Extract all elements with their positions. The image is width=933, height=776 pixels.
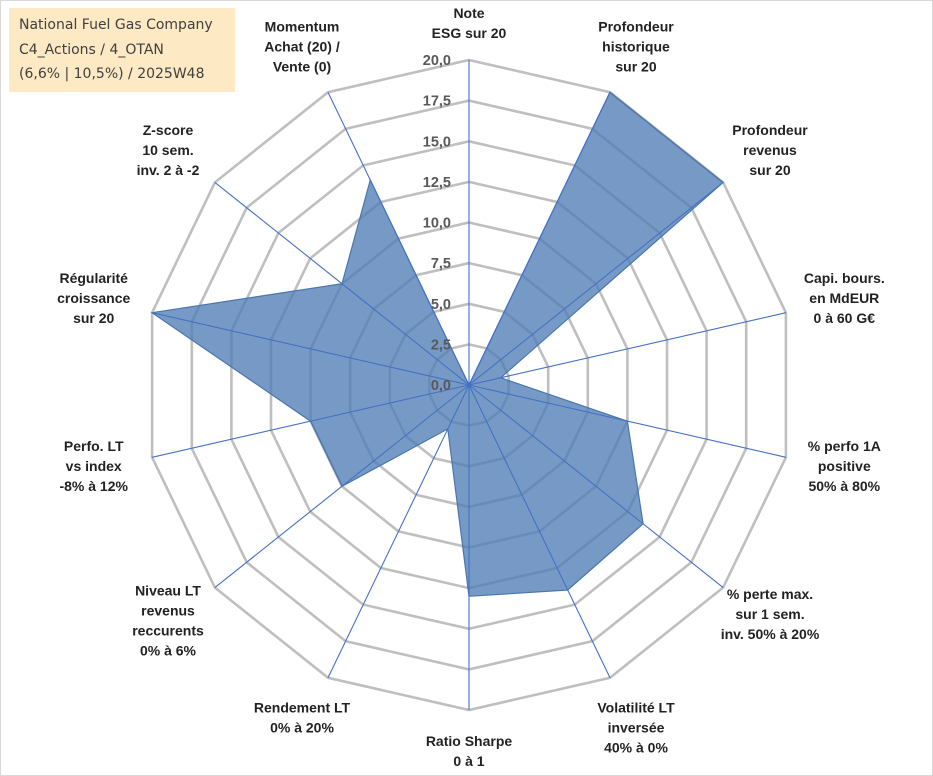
axis-label: Momentum Achat (20) / Vente (0) <box>264 19 340 75</box>
axis-spoke <box>468 91 611 386</box>
axis-label-line: ESG sur 20 <box>432 25 507 41</box>
axis-label-line: Note <box>453 5 484 21</box>
axis-label-line: Rendement LT <box>254 699 351 715</box>
axis-label-line: 0% à 6% <box>140 642 197 658</box>
radial-tick-label: 0,0 <box>431 378 451 394</box>
axis-spoke <box>151 312 470 386</box>
axis-label-line: Perfo. LT <box>64 438 124 454</box>
axis-label-line: croissance <box>57 290 130 306</box>
axis-spoke <box>214 384 470 589</box>
axis-label-line: -8% à 12% <box>59 478 128 494</box>
axis-label-line: revenus <box>743 142 797 158</box>
axis-label-line: reccurents <box>132 622 204 638</box>
radial-tick-label: 7,5 <box>431 256 451 272</box>
axis-label: Note ESG sur 20 <box>432 5 507 41</box>
axis-label-line: Régularité <box>59 270 128 286</box>
axis-spoke <box>468 312 787 386</box>
axis-label-line: sur 20 <box>749 162 790 178</box>
axis-label-line: sur 20 <box>615 59 656 75</box>
axis-label: Profondeur revenus sur 20 <box>732 122 808 178</box>
axis-spoke <box>214 181 470 386</box>
axis-label-line: sur 1 sem. <box>735 606 804 622</box>
axis-label-line: en MdEUR <box>809 290 879 306</box>
radial-tick-label: 10,0 <box>423 216 451 232</box>
portfolio-code: C4_Actions / 4_OTAN <box>19 41 164 58</box>
radial-tick-label: 12,5 <box>423 175 451 191</box>
axis-label: % perfo 1A positive 50% à 80% <box>808 438 881 494</box>
axis-label: Z-score 10 sem. inv. 2 à -2 <box>137 122 200 178</box>
axis-label-line: 50% à 80% <box>808 478 880 494</box>
axis-label-line: revenus <box>141 602 195 618</box>
axis-label-line: 0 à 1 <box>453 753 484 769</box>
axis-label-line: inv. 2 à -2 <box>137 162 200 178</box>
axis-label-line: inversée <box>608 719 665 735</box>
radial-tick-label: 15,0 <box>423 134 451 150</box>
axis-label: Niveau LT revenus reccurents 0% à 6% <box>132 582 204 658</box>
axis-spoke <box>151 384 470 458</box>
axis-label-line: Momentum <box>265 19 340 35</box>
axis-label-line: Volatilité LT <box>597 699 675 715</box>
axis-label-line: Ratio Sharpe <box>426 733 513 749</box>
axis-spoke <box>327 91 470 386</box>
axis-spoke <box>468 181 724 386</box>
axis-label-line: positive <box>818 458 871 474</box>
score-period: (6,6% | 10,5%) / 2025W48 <box>19 66 205 82</box>
axis-label-line: 0 à 60 G€ <box>814 310 876 326</box>
axis-label: Volatilité LT inversée 40% à 0% <box>597 699 675 755</box>
axis-label-line: Vente (0) <box>273 59 331 75</box>
radial-tick-label: 2,5 <box>431 337 451 353</box>
axis-label-line: historique <box>602 39 670 55</box>
axis-label: Profondeur historique sur 20 <box>598 19 674 75</box>
chart-info-box: National Fuel Gas Company C4_Actions / 4… <box>9 8 235 92</box>
axis-label: Régularité croissance sur 20 <box>57 270 130 326</box>
axis-label-line: Capi. bours. <box>804 270 885 286</box>
axis-label-line: inv. 50% à 20% <box>721 626 820 642</box>
axis-spoke <box>468 384 724 589</box>
axis-label-line: Z-score <box>143 122 194 138</box>
axis-spoke <box>327 384 470 679</box>
axis-label: Rendement LT 0% à 20% <box>254 699 351 735</box>
axis-label-line: Achat (20) / <box>264 39 340 55</box>
axis-label-line: 10 sem. <box>142 142 193 158</box>
axis-label: % perte max. sur 1 sem. inv. 50% à 20% <box>721 586 820 642</box>
axis-label-line: Profondeur <box>598 19 674 35</box>
axis-label-line: sur 20 <box>73 310 114 326</box>
axis-label: Ratio Sharpe 0 à 1 <box>426 733 513 769</box>
axis-label-line: % perfo 1A <box>808 438 881 454</box>
axis-label-line: Profondeur <box>732 122 808 138</box>
axis-spoke <box>468 384 787 458</box>
axis-label-line: Niveau LT <box>135 582 201 598</box>
axis-label: Capi. bours. en MdEUR 0 à 60 G€ <box>804 270 885 326</box>
company-name: National Fuel Gas Company <box>19 17 213 33</box>
radial-tick-label: 5,0 <box>431 297 451 313</box>
radial-tick-label: 20,0 <box>423 53 451 69</box>
axis-label-line: vs index <box>66 458 122 474</box>
axis-label: Perfo. LT vs index -8% à 12% <box>59 438 128 494</box>
radial-tick-label: 17,5 <box>423 94 451 110</box>
axis-spoke <box>468 384 611 679</box>
axis-label-line: % perte max. <box>727 586 813 602</box>
axis-label-line: 40% à 0% <box>604 739 668 755</box>
axis-label-line: 0% à 20% <box>270 719 334 735</box>
